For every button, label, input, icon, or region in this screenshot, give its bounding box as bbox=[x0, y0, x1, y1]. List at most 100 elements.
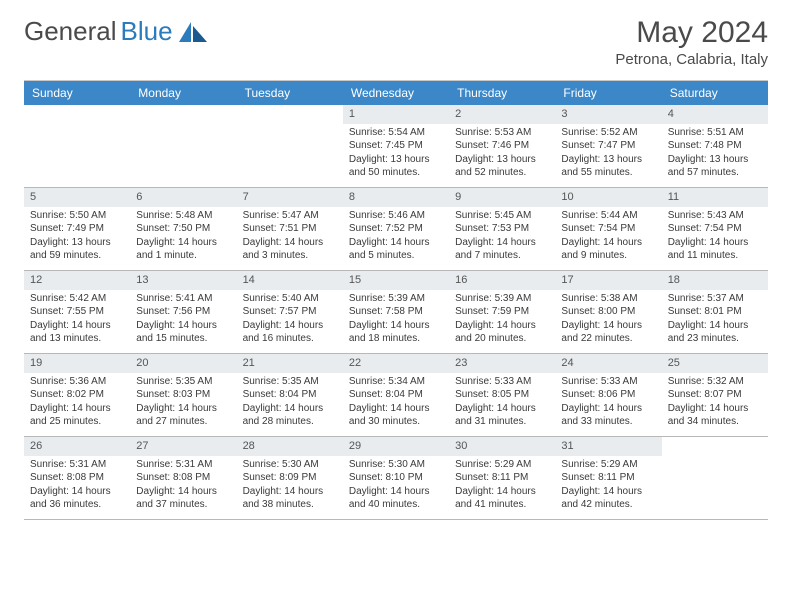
daylight-line-1: Daylight: 14 hours bbox=[349, 402, 443, 416]
day-cell: 26Sunrise: 5:31 AMSunset: 8:08 PMDayligh… bbox=[24, 437, 130, 519]
day-details: Sunrise: 5:40 AMSunset: 7:57 PMDaylight:… bbox=[237, 292, 343, 346]
daylight-line-1: Daylight: 14 hours bbox=[243, 485, 337, 499]
daylight-line-2: and 22 minutes. bbox=[561, 332, 655, 346]
week-row: 26Sunrise: 5:31 AMSunset: 8:08 PMDayligh… bbox=[24, 437, 768, 520]
daylight-line-2: and 34 minutes. bbox=[668, 415, 762, 429]
daylight-line-1: Daylight: 14 hours bbox=[30, 319, 124, 333]
day-cell bbox=[130, 105, 236, 187]
day-details: Sunrise: 5:39 AMSunset: 7:59 PMDaylight:… bbox=[449, 292, 555, 346]
day-cell: 4Sunrise: 5:51 AMSunset: 7:48 PMDaylight… bbox=[662, 105, 768, 187]
day-cell: 14Sunrise: 5:40 AMSunset: 7:57 PMDayligh… bbox=[237, 271, 343, 353]
daylight-line-1: Daylight: 14 hours bbox=[561, 319, 655, 333]
sunset-line: Sunset: 7:45 PM bbox=[349, 139, 443, 153]
sunrise-line: Sunrise: 5:37 AM bbox=[668, 292, 762, 306]
day-details: Sunrise: 5:29 AMSunset: 8:11 PMDaylight:… bbox=[449, 458, 555, 512]
daylight-line-2: and 28 minutes. bbox=[243, 415, 337, 429]
day-cell: 1Sunrise: 5:54 AMSunset: 7:45 PMDaylight… bbox=[343, 105, 449, 187]
daylight-line-2: and 30 minutes. bbox=[349, 415, 443, 429]
sunrise-line: Sunrise: 5:31 AM bbox=[30, 458, 124, 472]
header: GeneralBlue May 2024 Petrona, Calabria, … bbox=[24, 16, 768, 68]
daylight-line-1: Daylight: 13 hours bbox=[30, 236, 124, 250]
day-details: Sunrise: 5:53 AMSunset: 7:46 PMDaylight:… bbox=[449, 126, 555, 180]
day-number: 18 bbox=[662, 271, 768, 290]
day-number: 11 bbox=[662, 188, 768, 207]
daylight-line-2: and 59 minutes. bbox=[30, 249, 124, 263]
brand-part2: Blue bbox=[121, 16, 173, 47]
day-number: 13 bbox=[130, 271, 236, 290]
sunset-line: Sunset: 7:51 PM bbox=[243, 222, 337, 236]
day-details: Sunrise: 5:36 AMSunset: 8:02 PMDaylight:… bbox=[24, 375, 130, 429]
day-number: 19 bbox=[24, 354, 130, 373]
sail-icon bbox=[179, 22, 207, 42]
sunset-line: Sunset: 7:56 PM bbox=[136, 305, 230, 319]
day-details: Sunrise: 5:42 AMSunset: 7:55 PMDaylight:… bbox=[24, 292, 130, 346]
daylight-line-2: and 23 minutes. bbox=[668, 332, 762, 346]
daylight-line-2: and 41 minutes. bbox=[455, 498, 549, 512]
day-number: 16 bbox=[449, 271, 555, 290]
sunrise-line: Sunrise: 5:33 AM bbox=[455, 375, 549, 389]
weekday-header: Friday bbox=[555, 81, 661, 105]
day-cell: 10 Sunrise: 5:44 AMSunset: 7:54 PMDayligh… bbox=[555, 188, 661, 270]
daylight-line-1: Daylight: 14 hours bbox=[668, 319, 762, 333]
day-details: Sunrise: 5:52 AMSunset: 7:47 PMDaylight:… bbox=[555, 126, 661, 180]
sunset-line: Sunset: 8:05 PM bbox=[455, 388, 549, 402]
sunrise-line: Sunrise: 5:30 AM bbox=[349, 458, 443, 472]
day-number: 12 bbox=[24, 271, 130, 290]
sunrise-line: Sunrise: 5:29 AM bbox=[455, 458, 549, 472]
day-details: Sunrise: 5:30 AMSunset: 8:09 PMDaylight:… bbox=[237, 458, 343, 512]
daylight-line-2: and 52 minutes. bbox=[455, 166, 549, 180]
day-cell: 8 Sunrise: 5:46 AMSunset: 7:52 PMDaylight… bbox=[343, 188, 449, 270]
sunrise-line: Sunrise: 5:39 AM bbox=[455, 292, 549, 306]
day-details: Sunrise: 5:46 AMSunset: 7:52 PMDaylight:… bbox=[343, 209, 449, 263]
day-number: 8 bbox=[343, 188, 449, 207]
sunset-line: Sunset: 7:47 PM bbox=[561, 139, 655, 153]
daylight-line-1: Daylight: 14 hours bbox=[136, 485, 230, 499]
daylight-line-1: Daylight: 14 hours bbox=[30, 402, 124, 416]
daylight-line-2: and 16 minutes. bbox=[243, 332, 337, 346]
day-number: 24 bbox=[555, 354, 661, 373]
daylight-line-1: Daylight: 14 hours bbox=[30, 485, 124, 499]
day-details: Sunrise: 5:30 AMSunset: 8:10 PMDaylight:… bbox=[343, 458, 449, 512]
day-cell: 30 Sunrise: 5:29 AMSunset: 8:11 PMDayligh… bbox=[449, 437, 555, 519]
sunset-line: Sunset: 7:54 PM bbox=[668, 222, 762, 236]
weekday-header: Monday bbox=[130, 81, 236, 105]
sunrise-line: Sunrise: 5:33 AM bbox=[561, 375, 655, 389]
day-details: Sunrise: 5:44 AMSunset: 7:54 PMDaylight:… bbox=[555, 209, 661, 263]
sunset-line: Sunset: 7:58 PM bbox=[349, 305, 443, 319]
sunrise-line: Sunrise: 5:51 AM bbox=[668, 126, 762, 140]
day-number: 25 bbox=[662, 354, 768, 373]
day-cell: 11Sunrise: 5:43 AMSunset: 7:54 PMDayligh… bbox=[662, 188, 768, 270]
day-number: 30 bbox=[449, 437, 555, 456]
day-number: 10 bbox=[555, 188, 661, 207]
day-cell: 24Sunrise: 5:33 AMSunset: 8:06 PMDayligh… bbox=[555, 354, 661, 436]
daylight-line-1: Daylight: 14 hours bbox=[349, 485, 443, 499]
daylight-line-2: and 1 minute. bbox=[136, 249, 230, 263]
sunset-line: Sunset: 8:08 PM bbox=[30, 471, 124, 485]
sunrise-line: Sunrise: 5:29 AM bbox=[561, 458, 655, 472]
day-number: 4 bbox=[662, 105, 768, 124]
daylight-line-1: Daylight: 14 hours bbox=[668, 402, 762, 416]
daylight-line-1: Daylight: 14 hours bbox=[349, 236, 443, 250]
day-details: Sunrise: 5:48 AMSunset: 7:50 PMDaylight:… bbox=[130, 209, 236, 263]
daylight-line-1: Daylight: 14 hours bbox=[668, 236, 762, 250]
day-details: Sunrise: 5:38 AMSunset: 8:00 PMDaylight:… bbox=[555, 292, 661, 346]
daylight-line-1: Daylight: 14 hours bbox=[349, 319, 443, 333]
day-number: 28 bbox=[237, 437, 343, 456]
sunrise-line: Sunrise: 5:30 AM bbox=[243, 458, 337, 472]
location-label: Petrona, Calabria, Italy bbox=[615, 51, 768, 68]
daylight-line-1: Daylight: 14 hours bbox=[243, 402, 337, 416]
day-details: Sunrise: 5:33 AMSunset: 8:05 PMDaylight:… bbox=[449, 375, 555, 429]
daylight-line-1: Daylight: 14 hours bbox=[455, 319, 549, 333]
day-number: 5 bbox=[24, 188, 130, 207]
day-number: 15 bbox=[343, 271, 449, 290]
daylight-line-2: and 33 minutes. bbox=[561, 415, 655, 429]
sunrise-line: Sunrise: 5:38 AM bbox=[561, 292, 655, 306]
day-number: 9 bbox=[449, 188, 555, 207]
daylight-line-2: and 40 minutes. bbox=[349, 498, 443, 512]
sunset-line: Sunset: 8:04 PM bbox=[243, 388, 337, 402]
day-cell bbox=[237, 105, 343, 187]
day-cell: 3Sunrise: 5:52 AMSunset: 7:47 PMDaylight… bbox=[555, 105, 661, 187]
brand-part1: General bbox=[24, 16, 117, 47]
weekday-header: Thursday bbox=[449, 81, 555, 105]
day-details: Sunrise: 5:29 AMSunset: 8:11 PMDaylight:… bbox=[555, 458, 661, 512]
